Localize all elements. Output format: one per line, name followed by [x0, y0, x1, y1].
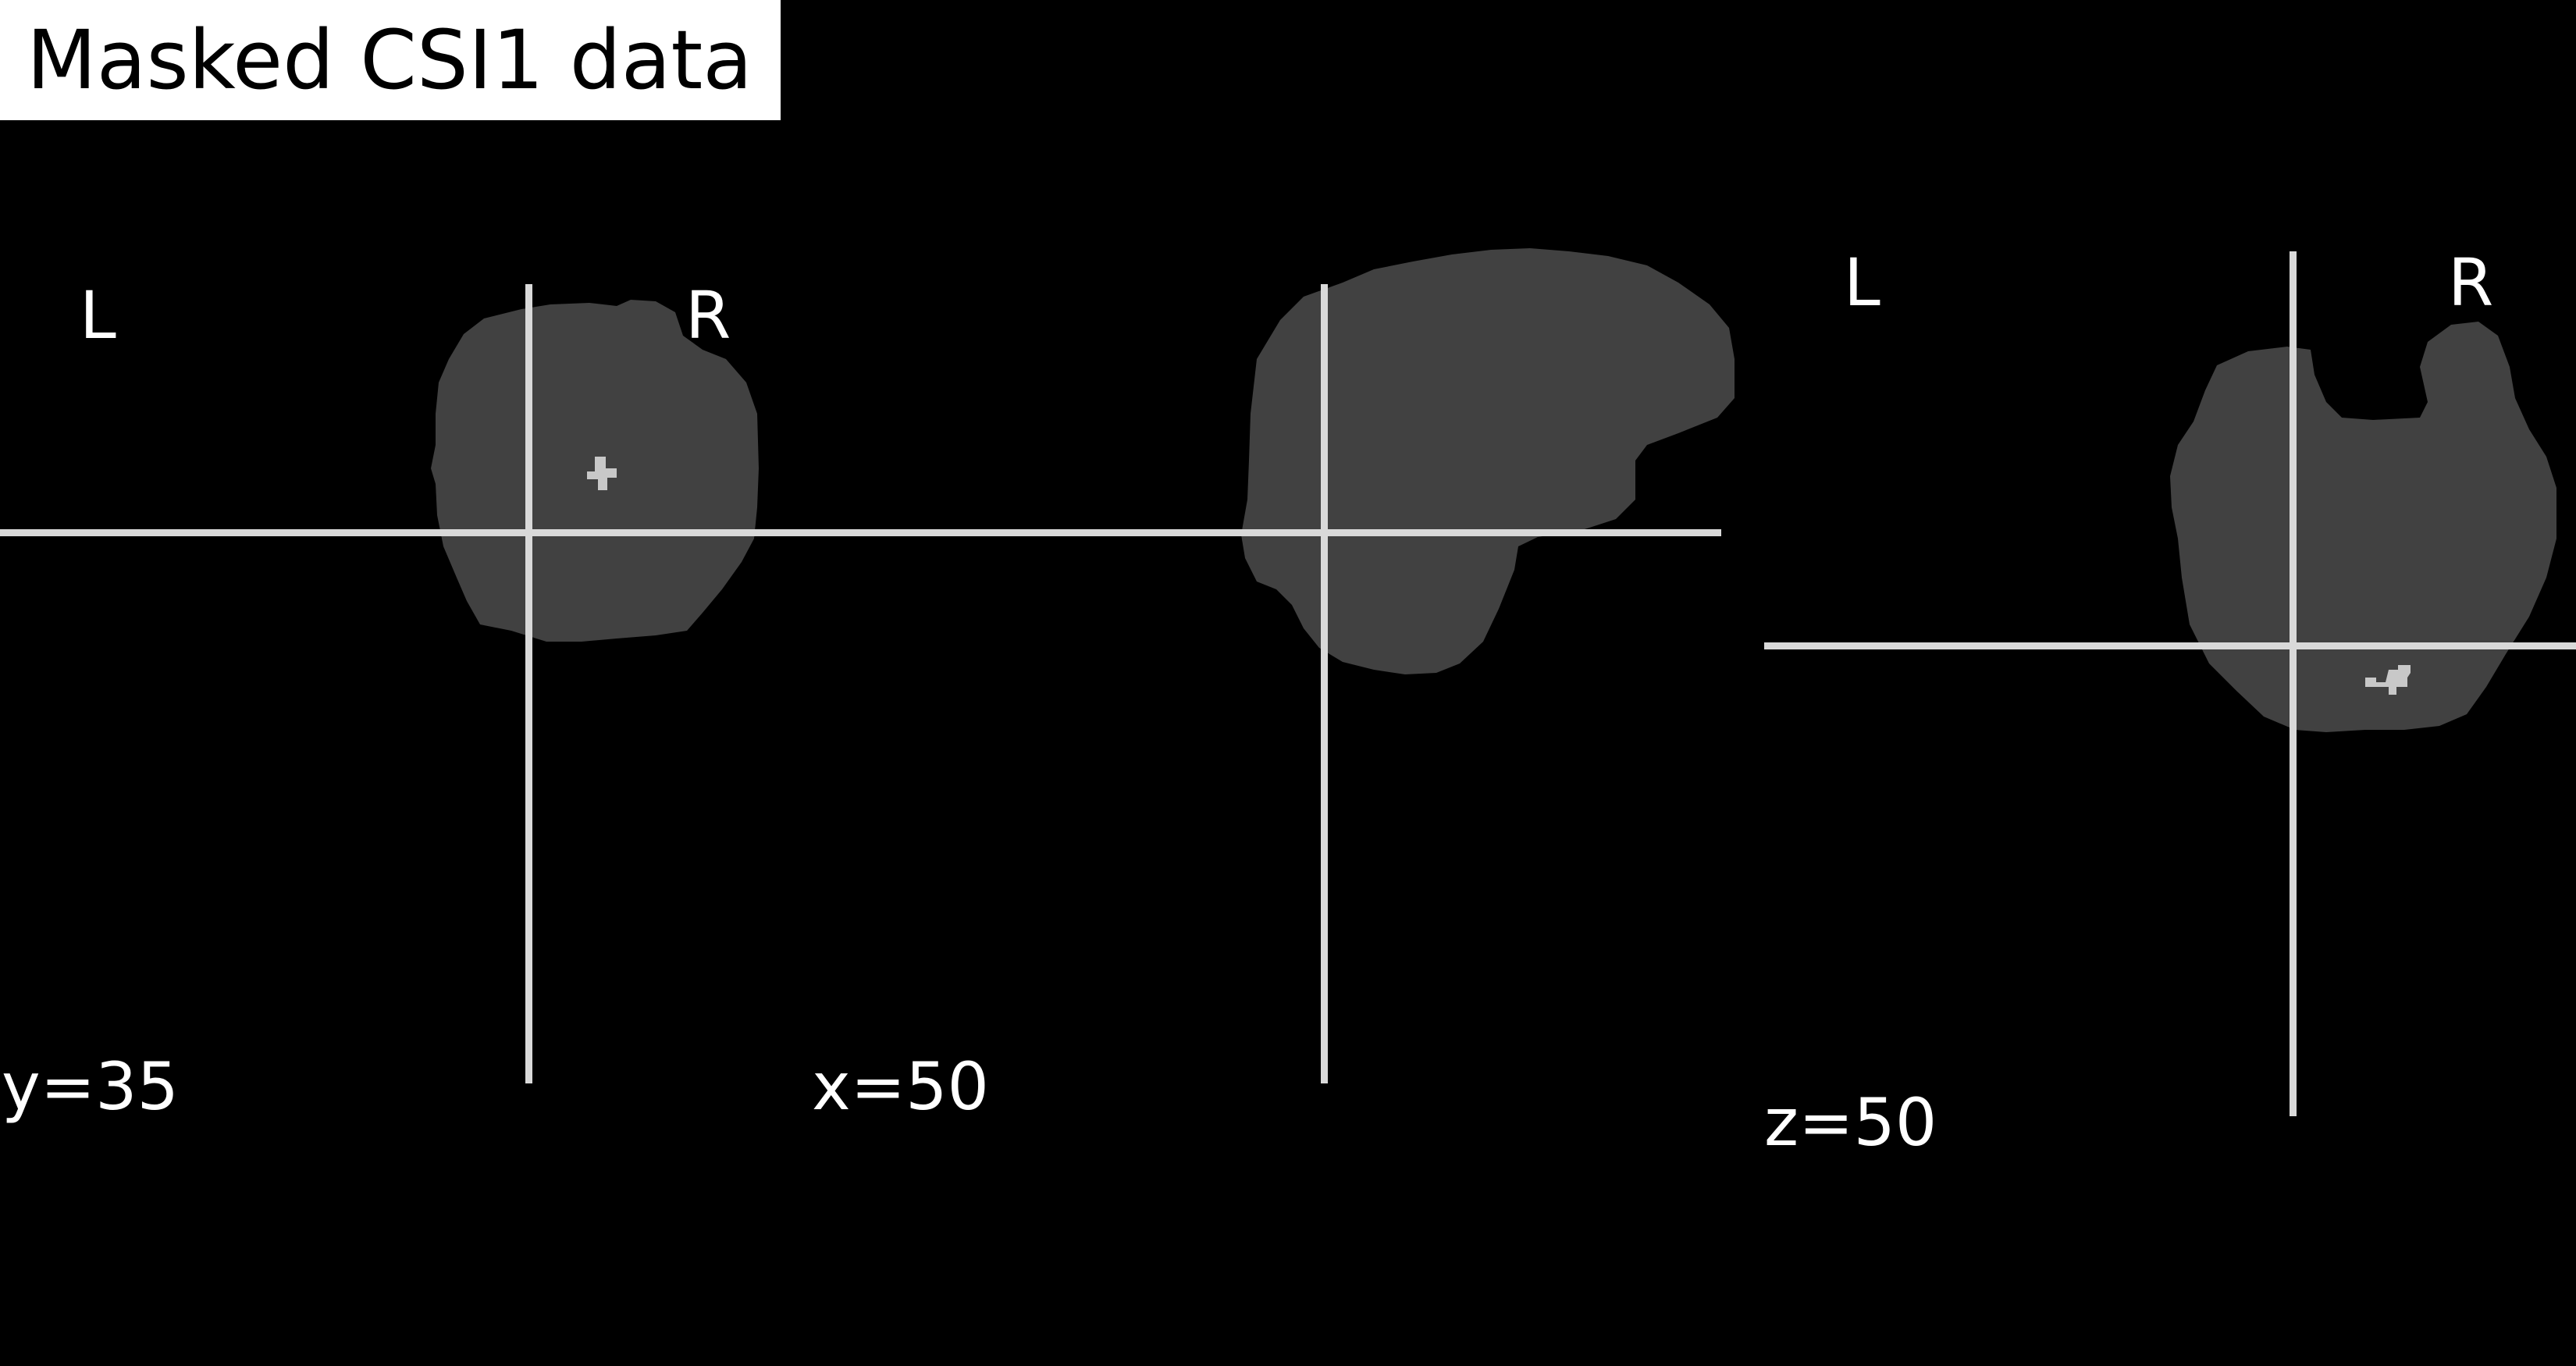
sagittal-crosshair-horizontal: [812, 529, 1721, 536]
axial-brain-mask: [2170, 322, 2556, 732]
axial-coordinate-label: z=50: [1764, 1084, 1937, 1161]
axial-roi-blob: [2365, 665, 2411, 695]
coronal-coordinate-label: y=35: [2, 1048, 179, 1125]
sagittal-coordinate-label: x=50: [812, 1048, 989, 1125]
coronal-left-label: L: [80, 277, 116, 354]
coronal-slice: [0, 284, 812, 1083]
coronal-crosshair-horizontal: [0, 529, 812, 536]
sagittal-brain-mask: [1241, 248, 1735, 674]
coronal-roi-blob: [587, 457, 617, 490]
sagittal-crosshair-vertical: [1321, 284, 1328, 1083]
axial-slice: [1764, 251, 2576, 1116]
axial-right-label: R: [2448, 244, 2494, 321]
coronal-crosshair-vertical: [525, 284, 532, 1083]
coronal-right-label: R: [685, 277, 731, 354]
title-banner: Masked CSI1 data: [0, 0, 781, 120]
axial-crosshair-horizontal: [1764, 642, 2576, 649]
axial-crosshair-vertical: [2290, 251, 2297, 1116]
sagittal-slice: [812, 248, 1735, 1083]
axial-left-label: L: [1844, 244, 1880, 321]
figure-title: Masked CSI1 data: [27, 12, 753, 108]
